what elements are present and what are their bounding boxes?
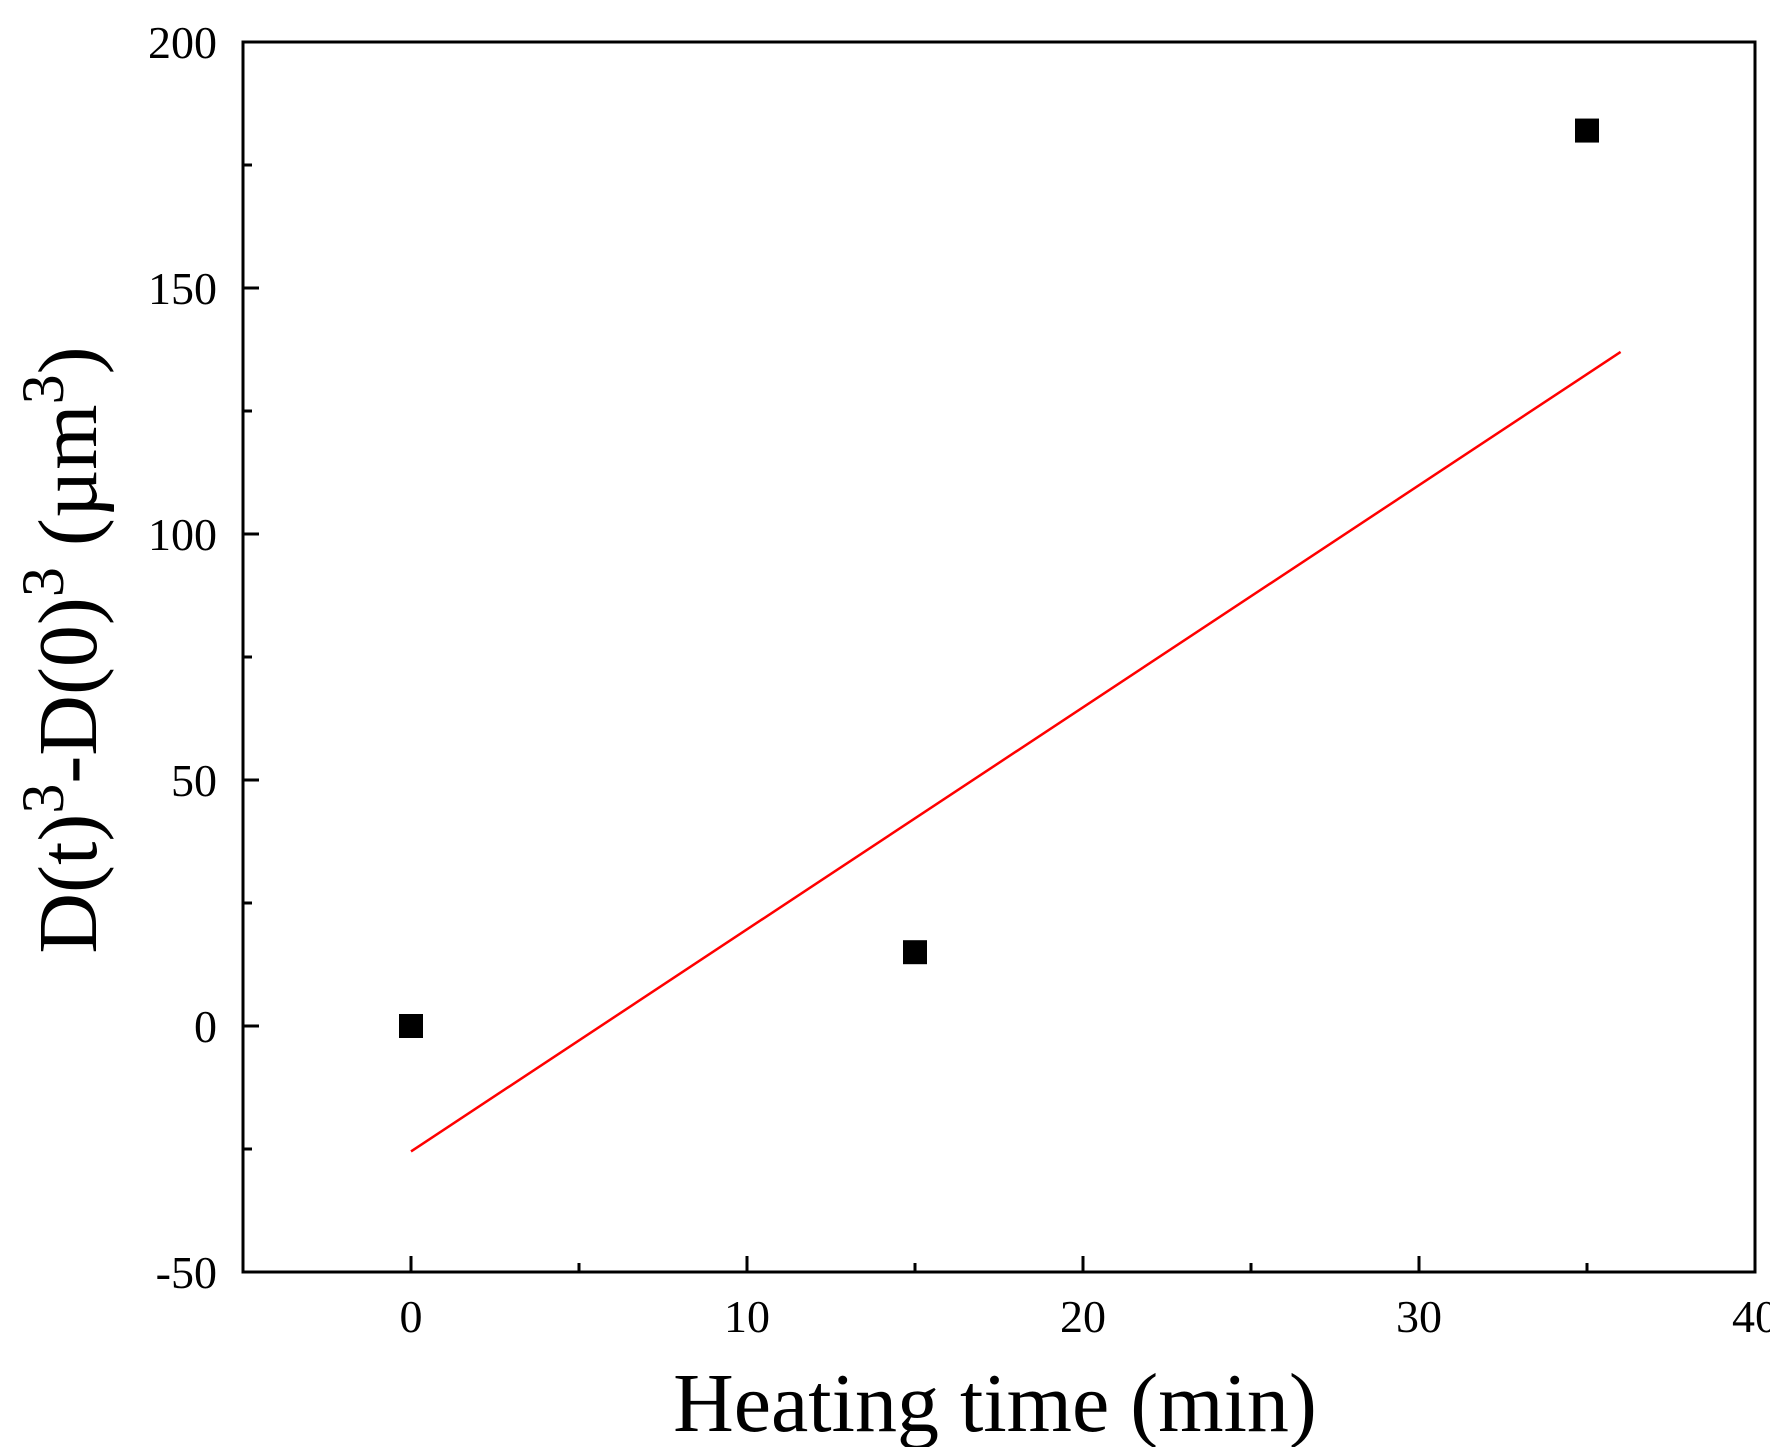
y-axis-title: D(t)3-D(0)3 (µm3) <box>10 346 115 953</box>
axis-ticks <box>243 40 1757 1274</box>
fit-line <box>410 350 1622 1153</box>
y-tick-label: 150 <box>148 263 217 314</box>
x-tick-label: 0 <box>400 1291 423 1342</box>
data-point <box>903 940 927 965</box>
x-tick-label: 30 <box>1396 1291 1442 1342</box>
x-tick-label: 40 <box>1732 1291 1770 1342</box>
y-axis-title-superscript: 3 <box>10 567 76 597</box>
data-point <box>399 1014 423 1038</box>
x-tick-label: 20 <box>1060 1291 1106 1342</box>
series-layer <box>399 118 1622 1153</box>
x-tick-labels: 0 10 20 30 40 <box>400 1291 1770 1342</box>
y-tick-label: 0 <box>194 1001 217 1052</box>
plot-frame <box>241 40 1757 1274</box>
data-point <box>1575 118 1599 143</box>
y-axis-title-part: -D(0) <box>22 597 115 784</box>
y-tick-label: 50 <box>171 755 217 806</box>
x-axis-title: Heating time (min) <box>673 1357 1317 1447</box>
y-tick-label: 200 <box>148 17 217 68</box>
y-tick-labels: -50 0 50 100 150 200 <box>148 17 217 1298</box>
y-axis-title-superscript: 3 <box>10 374 76 404</box>
plot-area-border <box>241 40 1757 1274</box>
x-tick-label: 10 <box>724 1291 770 1342</box>
y-axis-title-part: ) <box>22 346 115 374</box>
y-axis-title-superscript: 3 <box>10 784 76 814</box>
y-tick-label: -50 <box>156 1247 217 1298</box>
y-tick-label: 100 <box>148 509 217 560</box>
y-axis-title-part: (µm <box>22 404 115 567</box>
y-axis-title-part: D(t) <box>22 814 115 954</box>
